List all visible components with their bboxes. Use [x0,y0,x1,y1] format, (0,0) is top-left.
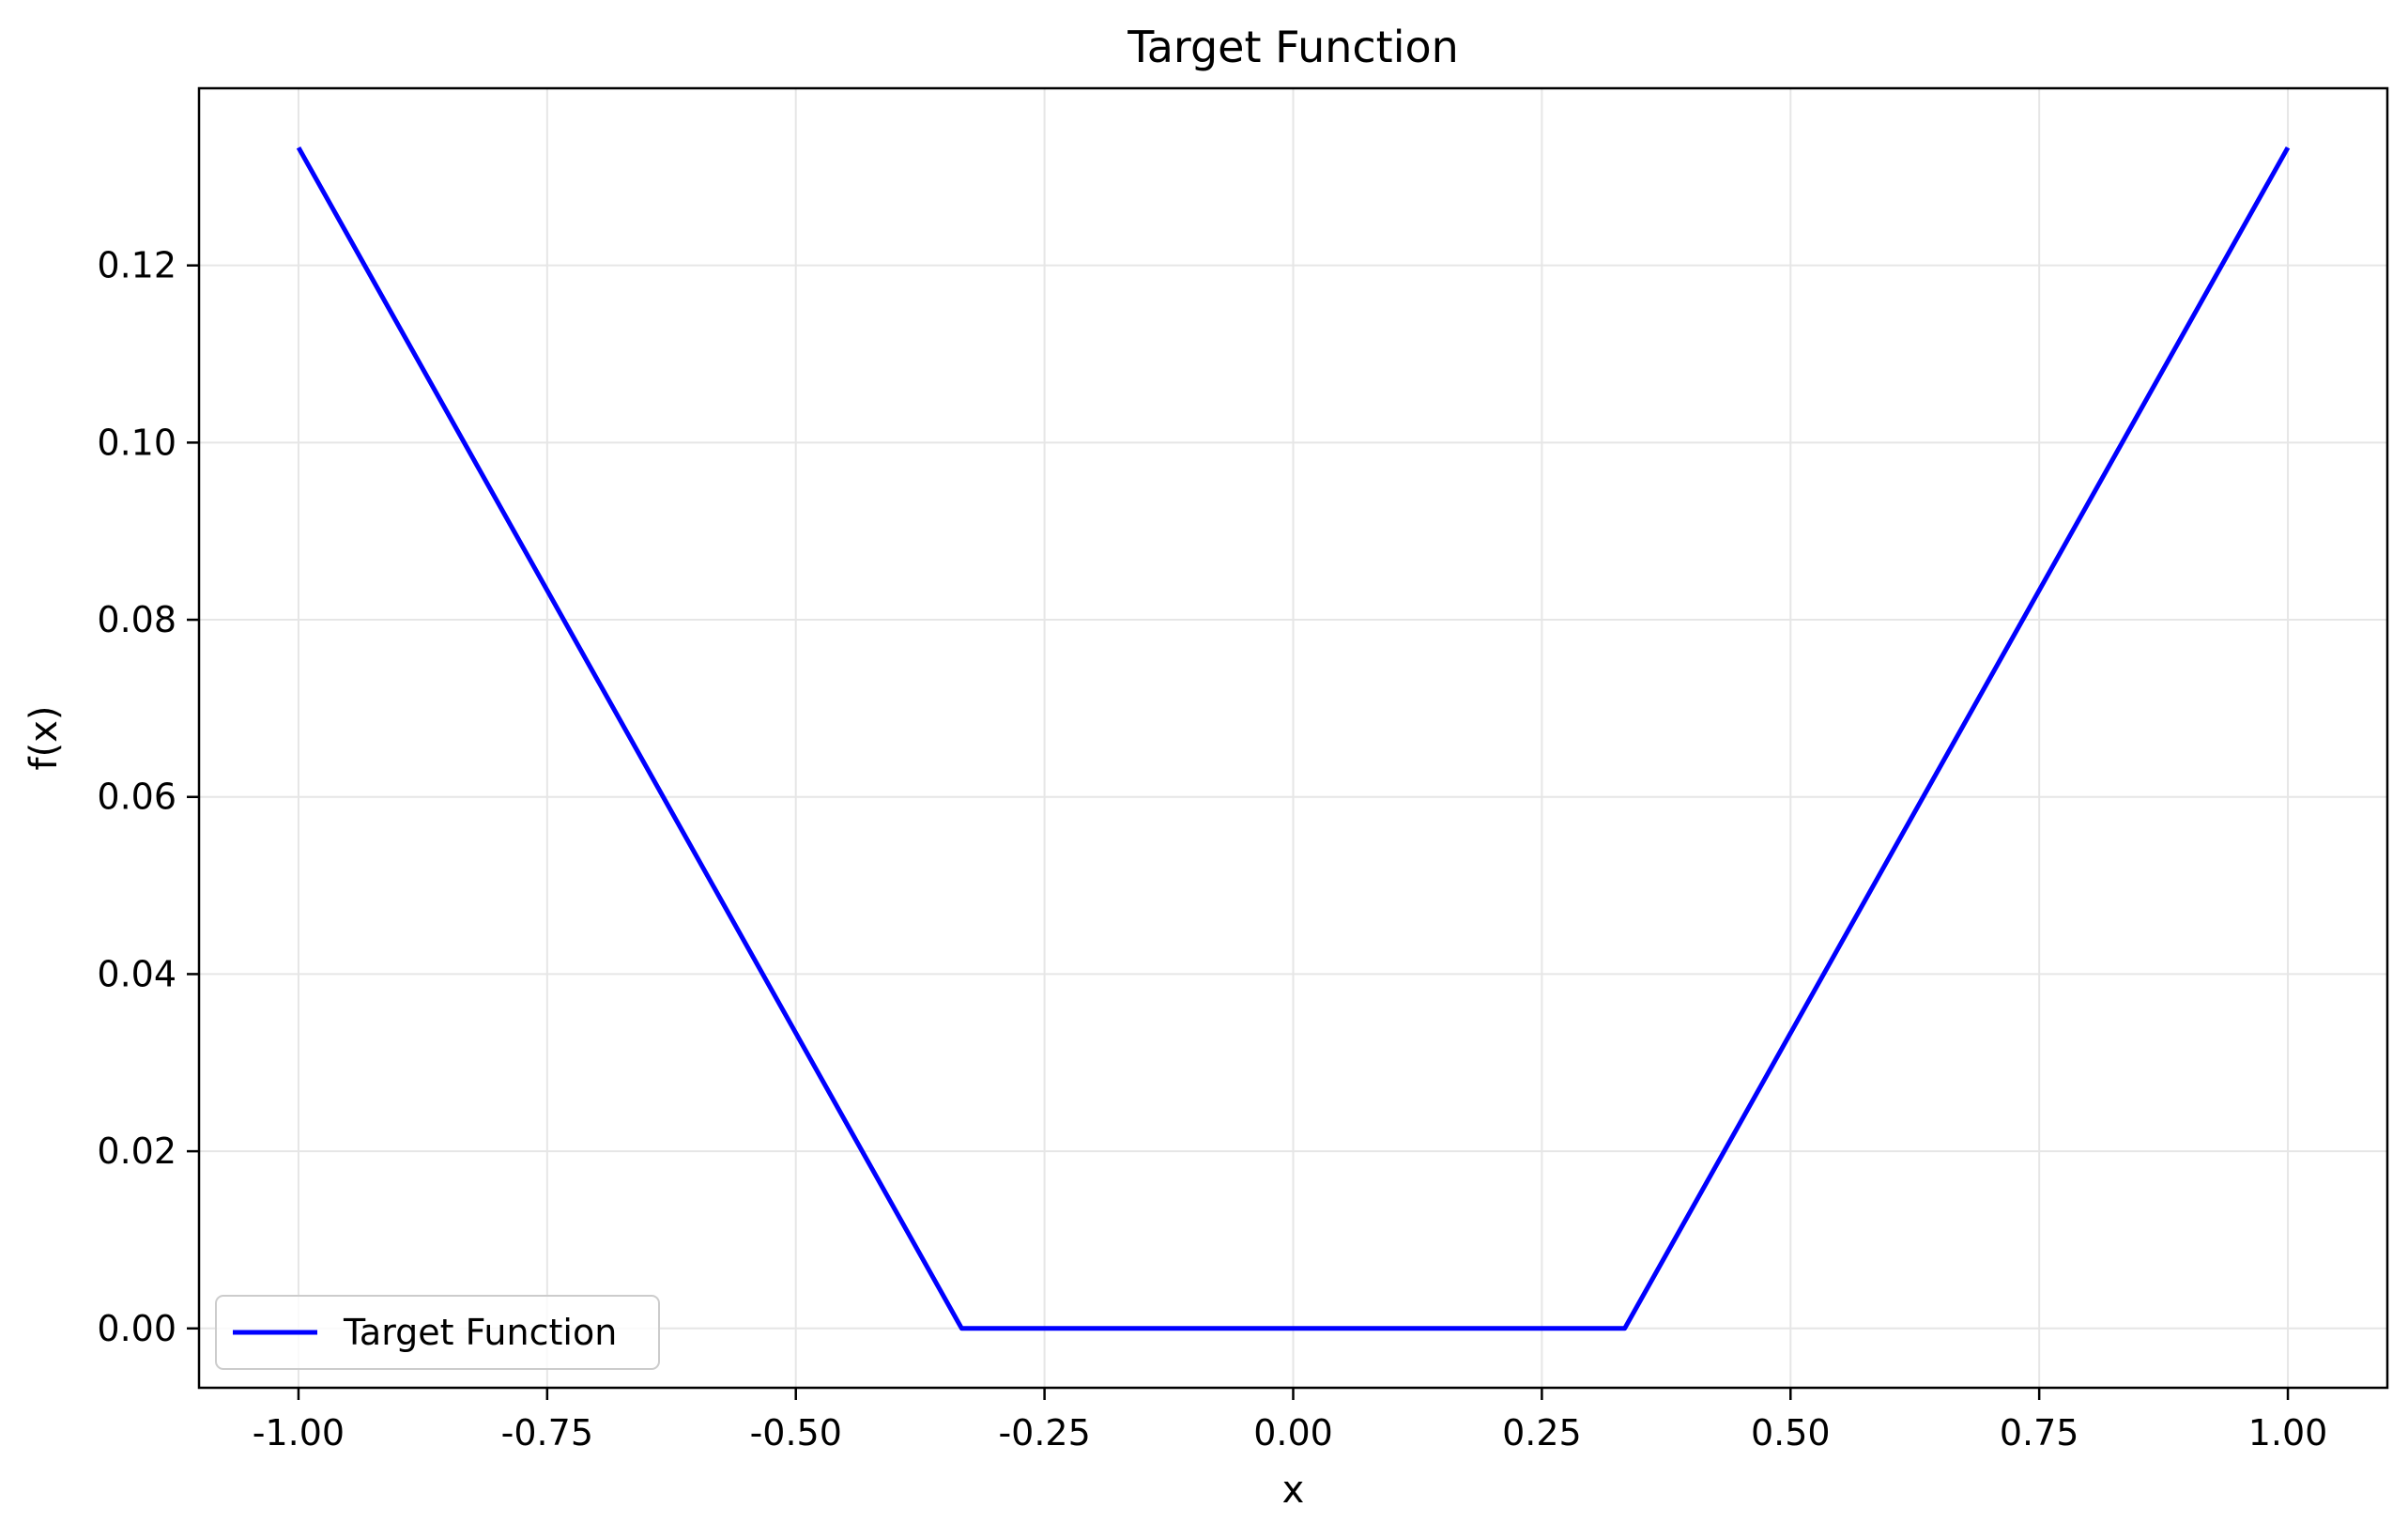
y-tick-label: 0.04 [97,953,176,994]
legend-box [215,1295,660,1370]
series-layer [296,146,2291,1331]
x-axis-ticks: -1.00 -0.75 -0.50 -0.25 0.00 0.25 0.50 0.75 1.00 [253,1388,2328,1453]
legend-label: Target Function [343,1312,617,1353]
x-tick-label: 1.00 [2248,1412,2328,1453]
y-tick-label: 0.02 [97,1130,176,1172]
x-tick-label: -0.75 [501,1412,593,1453]
y-axis-ticks: 0.00 0.02 0.04 0.06 0.08 0.10 0.12 [97,245,199,1349]
x-tick-label: -0.50 [750,1412,842,1453]
x-tick-label: 0.00 [1253,1412,1333,1453]
y-tick-label: 0.08 [97,599,176,640]
x-tick-label: 0.75 [2000,1412,2079,1453]
y-axis-title: f(x) [23,706,66,771]
series-line-target-function [296,146,2291,1331]
x-tick-label: 0.50 [1751,1412,1831,1453]
x-tick-label: 0.25 [1502,1412,1582,1453]
y-tick-label: 0.10 [97,422,176,463]
y-tick-label: 0.06 [97,777,176,818]
legend: Target Function [215,1295,660,1370]
y-tick-label: 0.00 [97,1308,176,1349]
x-tick-label: -1.00 [253,1412,345,1453]
y-tick-label: 0.12 [97,245,176,286]
x-axis-title: x [1282,1469,1305,1512]
x-tick-label: -0.25 [998,1412,1090,1453]
chart-title: Target Function [1127,22,1459,72]
